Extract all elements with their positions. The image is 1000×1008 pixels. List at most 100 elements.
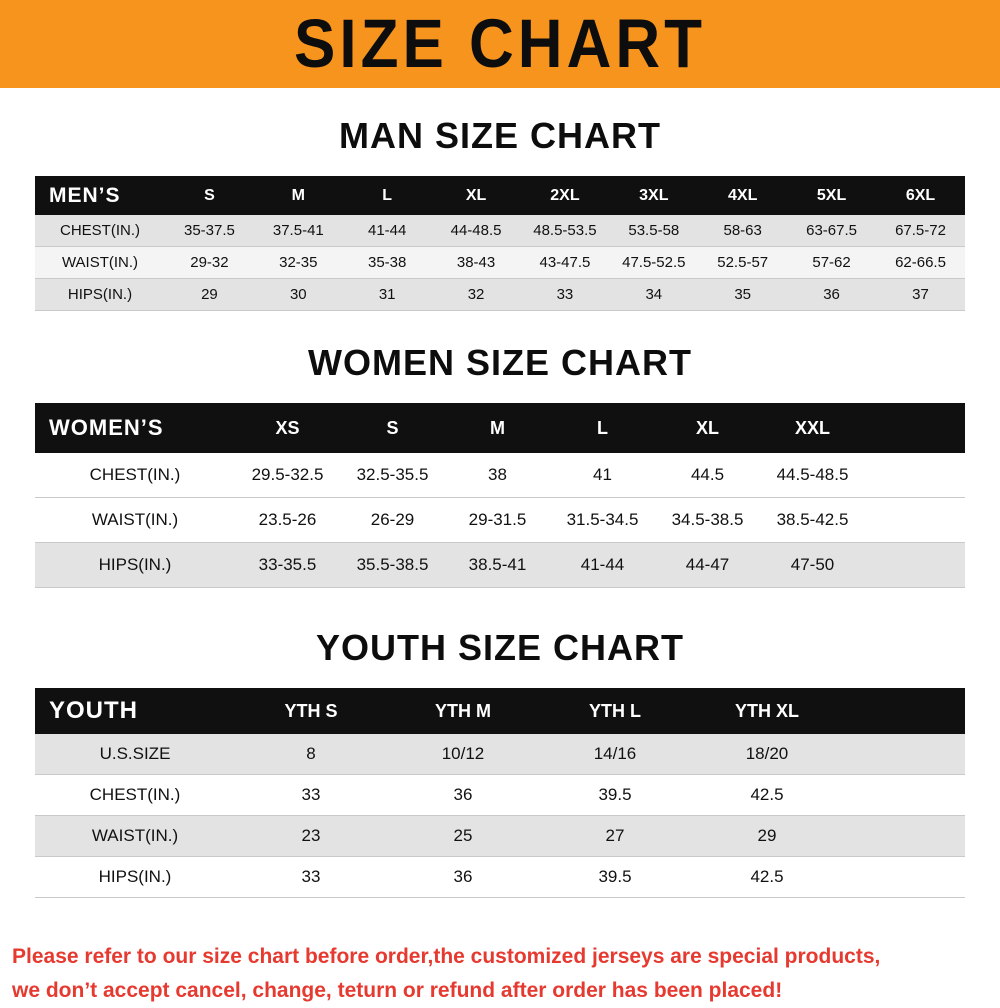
size-value: 14/16	[539, 734, 691, 775]
size-column-header: 5XL	[787, 176, 876, 215]
size-value: 33	[235, 774, 387, 816]
size-value: 47-50	[760, 542, 865, 588]
size-value: 57-62	[787, 246, 876, 279]
section-youth: YOUTH SIZE CHART YOUTH YTH S YTH M YTH L YTH…	[0, 626, 1000, 898]
size-value: 39.5	[539, 774, 691, 816]
men-section-heading: MAN SIZE CHART	[339, 115, 661, 156]
size-column-header: S	[340, 403, 445, 453]
size-column-header: XXL	[760, 403, 865, 453]
size-column-header: L	[550, 403, 655, 453]
table-header-row: MEN’S S M L XL 2XL 3XL 4XL 5XL 6XL	[35, 176, 965, 215]
row-label: WAIST(IN.)	[35, 246, 165, 279]
table-row: WAIST(IN.) 23.5-26 26-29 29-31.5 31.5-34.5 34…	[35, 497, 965, 543]
size-value: 44-47	[655, 542, 760, 588]
size-column-header: M	[445, 403, 550, 453]
table-row: HIPS(IN.) 33-35.5 35.5-38.5 38.5-41 41-44 44-…	[35, 542, 965, 588]
size-column-header: 4XL	[698, 176, 788, 215]
size-value: 36	[387, 774, 539, 816]
size-value: 62-66.5	[876, 246, 965, 279]
size-value: 37	[876, 278, 965, 311]
size-value: 29	[165, 278, 254, 311]
row-label: HIPS(IN.)	[35, 278, 165, 311]
size-value: 35.5-38.5	[340, 542, 445, 588]
size-column-header: XS	[235, 403, 340, 453]
table-row: WAIST(IN.) 29-32 32-35 35-38 38-43 43-47.5 47.…	[35, 246, 965, 279]
size-value: 31.5-34.5	[550, 497, 655, 543]
size-column-header: YTH M	[387, 688, 539, 734]
size-value: 23.5-26	[235, 497, 340, 543]
size-value: 37.5-41	[253, 215, 343, 247]
men-size-table: MEN’S S M L XL 2XL 3XL 4XL 5XL 6XL CHEST(IN.) 35-37…	[35, 176, 965, 311]
size-value: 35	[698, 278, 788, 311]
size-value: 33	[235, 856, 387, 898]
size-value: 38-43	[431, 246, 521, 279]
size-value: 36	[387, 856, 539, 898]
size-value: 32-35	[253, 246, 343, 279]
table-corner-header: YOUTH	[35, 688, 235, 734]
table-row: CHEST(IN.) 35-37.5 37.5-41 41-44 44-48.5 48.5…	[35, 215, 965, 247]
size-value: 41	[550, 453, 655, 498]
size-value: 29-32	[165, 246, 254, 279]
row-label: CHEST(IN.)	[35, 453, 235, 498]
table-header-row: YOUTH YTH S YTH M YTH L YTH XL	[35, 688, 965, 734]
row-filler	[843, 734, 965, 775]
size-value: 53.5-58	[609, 215, 699, 247]
size-value: 47.5-52.5	[609, 246, 699, 279]
banner-title: SIZE CHART	[294, 6, 706, 82]
size-value: 29.5-32.5	[235, 453, 340, 498]
size-value: 25	[387, 815, 539, 857]
row-filler	[843, 815, 965, 857]
header-filler	[843, 688, 965, 734]
youth-section-heading: YOUTH SIZE CHART	[315, 627, 684, 668]
size-column-header: S	[165, 176, 254, 215]
table-corner-header: WOMEN’S	[35, 403, 235, 453]
size-value: 27	[539, 815, 691, 857]
size-value: 35-37.5	[165, 215, 254, 247]
size-value: 38.5-42.5	[760, 497, 865, 543]
size-value: 29	[691, 815, 843, 857]
size-value: 43-47.5	[520, 246, 610, 279]
disclaimer-line-1: Please refer to our size chart before or…	[12, 945, 881, 968]
disclaimer-line-2: we don’t accept cancel, change, teturn o…	[12, 979, 783, 1002]
size-value: 41-44	[342, 215, 432, 247]
size-column-header: YTH XL	[691, 688, 843, 734]
women-section-heading: WOMEN SIZE CHART	[308, 342, 692, 383]
row-filler	[865, 497, 965, 543]
size-value: 38.5-41	[445, 542, 550, 588]
size-value: 39.5	[539, 856, 691, 898]
size-value: 8	[235, 734, 387, 775]
size-column-header: XL	[655, 403, 760, 453]
size-value: 52.5-57	[698, 246, 788, 279]
size-value: 42.5	[691, 774, 843, 816]
table-row: HIPS(IN.) 29 30 31 32 33 34 35 36 37	[35, 278, 965, 311]
size-value: 31	[342, 278, 432, 311]
row-filler	[865, 453, 965, 498]
size-value: 44.5	[655, 453, 760, 498]
size-value: 67.5-72	[876, 215, 965, 247]
row-label: CHEST(IN.)	[35, 774, 235, 816]
size-value: 38	[445, 453, 550, 498]
size-value: 41-44	[550, 542, 655, 588]
size-column-header: M	[253, 176, 343, 215]
size-column-header: XL	[431, 176, 521, 215]
size-value: 48.5-53.5	[520, 215, 610, 247]
size-value: 30	[253, 278, 343, 311]
size-column-header: 2XL	[520, 176, 610, 215]
row-filler	[843, 856, 965, 898]
size-value: 33-35.5	[235, 542, 340, 588]
table-row: CHEST(IN.) 33 36 39.5 42.5	[35, 774, 965, 816]
section-men: MAN SIZE CHART MEN’S S M L XL 2XL 3XL 4XL 5XL 6XL…	[0, 114, 1000, 311]
header-filler	[865, 403, 965, 453]
size-column-header: 3XL	[609, 176, 699, 215]
size-value: 34.5-38.5	[655, 497, 760, 543]
row-filler	[843, 774, 965, 816]
row-label: HIPS(IN.)	[35, 542, 235, 588]
size-value: 29-31.5	[445, 497, 550, 543]
size-value: 33	[520, 278, 610, 311]
row-label: WAIST(IN.)	[35, 497, 235, 543]
table-row: CHEST(IN.) 29.5-32.5 32.5-35.5 38 41 44.5 44.5…	[35, 453, 965, 498]
size-column-header: 6XL	[876, 176, 965, 215]
size-value: 63-67.5	[787, 215, 876, 247]
row-label: WAIST(IN.)	[35, 815, 235, 857]
table-row: U.S.SIZE 8 10/12 14/16 18/20	[35, 734, 965, 775]
